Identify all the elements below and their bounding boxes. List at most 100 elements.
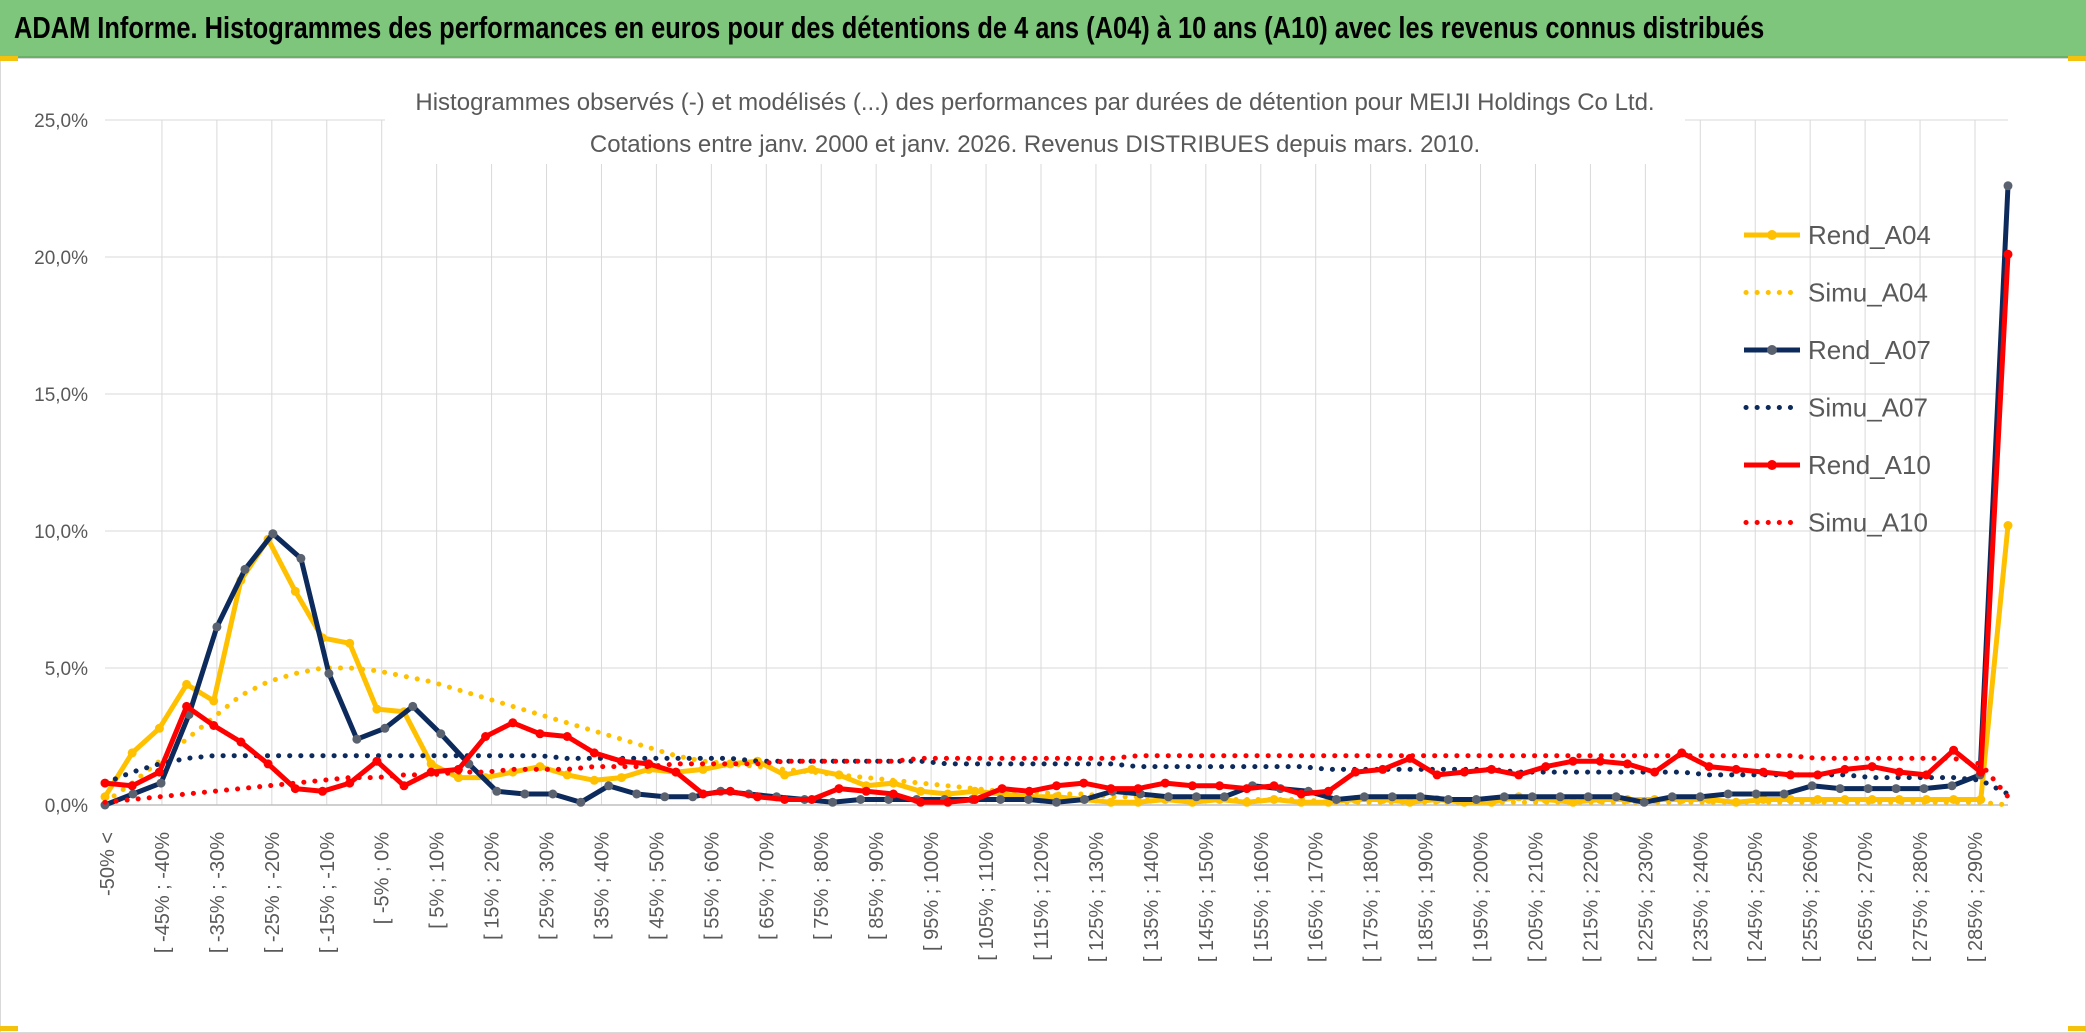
x-tick-label: [ 125% ; 130%: [1086, 832, 1108, 962]
data-point-rend-a07: [1527, 792, 1537, 802]
data-point-rend-a10: [589, 748, 599, 758]
data-point-rend-a10: [1650, 767, 1660, 777]
data-point-rend-a07: [1947, 781, 1957, 791]
x-tick-label: [ 255% ; 260%: [1800, 832, 1822, 962]
data-point-rend-a10: [345, 778, 355, 788]
chart-title: Histogrammes observés (-) et modélisés (…: [415, 89, 1654, 116]
data-point-rend-a10: [481, 732, 491, 741]
data-point-rend-a10: [263, 759, 273, 769]
x-tick-label: [ 275% ; 280%: [1910, 832, 1932, 962]
data-point-rend-a10: [426, 767, 436, 777]
data-point-rend-a10: [1351, 767, 1360, 777]
x-tick-label: [ 205% ; 210%: [1525, 832, 1547, 962]
data-point-rend-a07: [520, 789, 530, 799]
data-point-rend-a07: [660, 792, 670, 802]
data-point-rend-a10: [1052, 781, 1061, 791]
data-point-rend-a10: [617, 756, 626, 766]
data-point-rend-a07: [1499, 792, 1509, 802]
data-point-rend-a10: [562, 732, 572, 741]
data-point-rend-a10: [1187, 781, 1197, 791]
x-tick-label: [ 225% ; 230%: [1635, 832, 1657, 962]
y-tick-label: 5,0%: [45, 659, 88, 680]
x-tick-label: [ -45% ; -40%: [152, 832, 174, 953]
legend-marker-rend-a10: [1767, 460, 1777, 470]
data-point-rend-a07: [632, 789, 642, 799]
data-point-rend-a07: [408, 701, 418, 711]
x-axis-ticks: -50% < [ -45% ; -40% [ -35% ; -30% [ -25% ;…: [97, 832, 1987, 962]
data-point-rend-a04: [182, 679, 192, 689]
x-tick-label: [ 265% ; 270%: [1855, 832, 1877, 962]
data-point-rend-a07: [1723, 789, 1733, 799]
data-point-rend-a07: [1611, 792, 1621, 802]
data-point-rend-a07: [576, 797, 586, 807]
chart-subtitle: Cotations entre janv. 2000 et janv. 2026…: [590, 131, 1480, 158]
x-tick-label: [ 45% ; 50%: [646, 832, 668, 940]
gridlines: [105, 119, 2008, 806]
data-point-rend-a10: [318, 786, 327, 796]
data-point-rend-a10: [1024, 786, 1034, 796]
legend-marker-rend-a04: [1767, 230, 1777, 240]
data-point-rend-a10: [1894, 767, 1904, 777]
data-point-rend-a10: [209, 721, 219, 730]
data-point-rend-a10: [154, 767, 164, 777]
data-point-rend-a10: [780, 795, 790, 804]
data-point-rend-a04: [562, 770, 572, 780]
data-point-rend-a07: [1359, 792, 1369, 802]
x-tick-label: [ 5% ; 10%: [427, 832, 449, 929]
data-point-rend-a07: [688, 792, 698, 802]
legend-label-rend-a07: Rend_A07: [1808, 335, 1931, 365]
y-tick-label: 25,0%: [34, 111, 88, 132]
data-point-rend-a10: [1242, 784, 1252, 794]
x-tick-label: [ 285% ; 290%: [1965, 832, 1987, 962]
data-point-rend-a07: [436, 729, 446, 739]
data-point-rend-a10: [1269, 781, 1279, 791]
data-point-rend-a10: [1541, 762, 1551, 772]
legend-label-rend-a04: Rend_A04: [1808, 220, 1931, 250]
data-point-rend-a07: [492, 786, 502, 796]
data-point-rend-a04: [290, 586, 300, 596]
data-point-rend-a10: [698, 789, 708, 799]
x-tick-label: [ -25% ; -20%: [262, 832, 284, 953]
y-tick-label: 15,0%: [34, 385, 88, 406]
data-point-rend-a07: [1415, 792, 1425, 802]
data-point-rend-a07: [996, 795, 1005, 804]
data-point-rend-a07: [1919, 784, 1929, 794]
x-tick-label: [ 245% ; 250%: [1745, 832, 1767, 962]
x-tick-label: [ 85% ; 90%: [866, 832, 888, 940]
data-point-rend-a07: [1080, 795, 1089, 804]
data-point-rend-a07: [1695, 792, 1705, 802]
data-point-rend-a07: [1583, 792, 1593, 802]
x-tick-label: [ 55% ; 60%: [701, 832, 723, 940]
data-point-rend-a07: [828, 797, 838, 807]
x-tick-label: [ -35% ; -30%: [207, 832, 229, 953]
series-line-simu-a10: [102, 753, 2011, 805]
data-point-rend-a10: [1432, 770, 1442, 780]
data-point-rend-a10: [1079, 778, 1089, 788]
y-tick-label: 20,0%: [34, 248, 88, 269]
data-point-rend-a07: [128, 789, 138, 799]
y-axis-ticks: 0,0% 5,0% 10,0% 15,0% 20,0% 25,0%: [34, 111, 88, 817]
data-point-rend-a10: [1160, 778, 1170, 788]
data-point-rend-a04: [1405, 797, 1415, 807]
data-point-rend-a10: [1976, 767, 1986, 777]
data-point-rend-a10: [1487, 764, 1496, 774]
legend-marker-rend-a07: [1767, 345, 1777, 355]
x-tick-label: [ 155% ; 160%: [1251, 832, 1273, 962]
data-point-rend-a07: [1639, 797, 1649, 807]
data-point-rend-a10: [1813, 770, 1823, 780]
data-point-rend-a04: [589, 775, 599, 785]
data-point-rend-a07: [1751, 789, 1761, 799]
data-point-rend-a04: [916, 786, 926, 796]
x-tick-label: -50% <: [97, 832, 119, 896]
x-tick-label: [ -15% ; -10%: [317, 832, 339, 953]
data-point-rend-a10: [1786, 770, 1795, 780]
data-point-rend-a10: [671, 767, 681, 777]
data-point-rend-a10: [1622, 759, 1632, 769]
data-point-rend-a10: [1378, 764, 1388, 774]
data-point-rend-a07: [212, 622, 222, 632]
data-point-rend-a04: [426, 759, 436, 769]
data-point-rend-a10: [1595, 756, 1605, 766]
data-point-rend-a10: [1215, 781, 1225, 791]
header-banner: ADAM Informe. Histogrammes des performan…: [0, 0, 2086, 58]
data-point-rend-a10: [725, 786, 735, 796]
